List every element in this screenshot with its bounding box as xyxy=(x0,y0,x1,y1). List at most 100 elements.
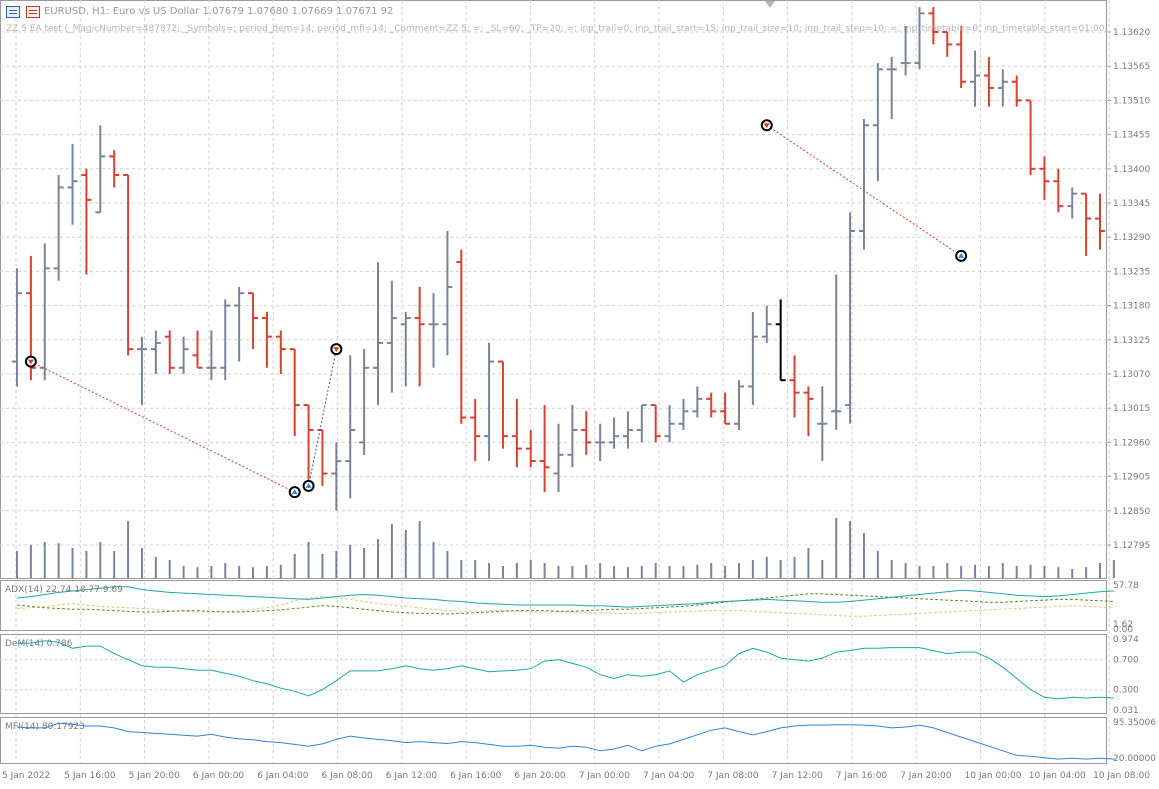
sell-arrow-icon[interactable] xyxy=(24,355,37,368)
symbol-info: EURUSD, H1: Euro vs US Dollar 1.07679 1.… xyxy=(44,6,394,17)
time-axis-label: 7 Jan 20:00 xyxy=(900,771,952,781)
price-axis-label: 1.12905 xyxy=(1113,473,1150,483)
sell-arrow-icon[interactable] xyxy=(760,119,773,132)
ohlc-bar xyxy=(720,392,731,425)
mfi-scale-bottom: 20.00000 xyxy=(1113,754,1156,764)
ohlc-bar xyxy=(373,262,383,406)
ohlc-bar xyxy=(220,299,231,381)
ohlc-bar xyxy=(761,305,772,343)
ohlc-bar xyxy=(248,292,259,350)
time-axis-label: 7 Jan 12:00 xyxy=(772,771,824,781)
price-axis-label: 1.13180 xyxy=(1113,302,1150,312)
ohlc-bar xyxy=(345,355,356,499)
time-axis-label: 6 Jan 16:00 xyxy=(450,771,502,781)
ohlc-bar xyxy=(53,175,64,281)
ohlc-bar xyxy=(789,355,800,418)
adx-scale-top: 57.78 xyxy=(1113,581,1139,591)
time-axis-label: 6 Jan 12:00 xyxy=(386,771,438,781)
ohlc-bar xyxy=(845,212,856,424)
adx-plus-di-line xyxy=(16,593,1114,615)
trade-link-line xyxy=(308,349,337,487)
ohlc-bar xyxy=(609,417,620,449)
bars-icon[interactable] xyxy=(6,6,20,18)
demarker-scale-label: 0.300 xyxy=(1113,686,1139,696)
mfi-indicator-label: MFI(14) 80.17923 xyxy=(5,722,85,732)
ohlc-bar xyxy=(317,428,328,486)
ohlc-bar xyxy=(428,293,439,368)
chart-shift-marker-icon[interactable] xyxy=(765,1,775,8)
panel-frame xyxy=(0,0,1107,579)
ohlc-bar xyxy=(331,442,342,511)
ohlc-bar xyxy=(95,125,106,214)
sell-arrow-icon[interactable] xyxy=(330,343,343,356)
demarker-scale-label: 0.974 xyxy=(1113,635,1139,645)
price-axis-label: 1.13400 xyxy=(1113,165,1150,175)
time-axis-label: 6 Jan 08:00 xyxy=(322,771,374,781)
ohlc-bar xyxy=(400,311,411,387)
price-axis-label: 1.13620 xyxy=(1113,28,1150,38)
price-axis-label: 1.13290 xyxy=(1113,233,1150,243)
ohlc-bar xyxy=(206,330,217,381)
buy-arrow-icon[interactable] xyxy=(302,479,315,492)
adx-scale-bottom: 0.00 xyxy=(1113,625,1133,635)
ohlc-bar xyxy=(164,330,175,374)
ohlc-bar xyxy=(872,63,883,182)
ohlc-bar xyxy=(747,311,758,406)
ohlc-bar xyxy=(858,119,869,250)
expert-advisor-params: ZZ 5 EA test (_MagicNumber=487872; _Symb… xyxy=(6,24,1111,34)
price-axis-label: 1.13070 xyxy=(1113,370,1150,380)
time-axis-label: 7 Jan 08:00 xyxy=(707,771,759,781)
ohlc-bar xyxy=(1039,156,1050,200)
price-axis-label: 1.13510 xyxy=(1113,96,1150,106)
ohlc-bar xyxy=(539,405,550,493)
ohlc-bar xyxy=(595,423,606,462)
ohlc-bar xyxy=(942,31,953,57)
ohlc-bar xyxy=(12,268,22,387)
ohlc-bar xyxy=(275,330,286,374)
ohlc-bar xyxy=(928,7,939,45)
adx-indicator-label: ADX(14) 22.74 18.77 9.69 xyxy=(5,585,123,595)
time-axis-label: 6 Jan 00:00 xyxy=(193,771,245,781)
demarker-scale-label: 0.031 xyxy=(1113,706,1139,716)
price-axis-label: 1.12960 xyxy=(1113,438,1150,448)
time-axis-label: 7 Jan 00:00 xyxy=(579,771,631,781)
ohlc-bar xyxy=(622,411,633,449)
ohlc-bar xyxy=(1095,193,1105,250)
adx-minus-di-line xyxy=(16,596,1114,617)
ohlc-bar xyxy=(1053,168,1064,213)
time-axis-label: 10 Jan 08:00 xyxy=(1093,771,1150,781)
time-axis-label: 10 Jan 00:00 xyxy=(965,771,1022,781)
ohlc-bar xyxy=(414,286,425,387)
ohlc-bar xyxy=(1067,187,1078,219)
ohlc-bar xyxy=(970,50,981,107)
ohlc-bar xyxy=(442,230,453,356)
panel-frame xyxy=(0,580,1107,631)
price-axis-label: 1.12795 xyxy=(1113,541,1150,551)
ohlc-bar xyxy=(831,274,842,430)
ohlc-bar xyxy=(886,56,897,120)
ohlc-bar xyxy=(39,243,50,381)
buy-arrow-icon[interactable] xyxy=(955,249,968,262)
ohlc-bar xyxy=(914,7,925,70)
time-axis-label: 7 Jan 16:00 xyxy=(836,771,888,781)
ohlc-bar xyxy=(1081,192,1092,256)
buy-arrow-icon[interactable] xyxy=(288,486,301,499)
time-axis-label: 7 Jan 04:00 xyxy=(643,771,695,781)
mfi-line xyxy=(16,722,1114,760)
ohlc-bar xyxy=(1011,75,1022,107)
ohlc-bar xyxy=(67,143,78,225)
ohlc-bar xyxy=(1025,99,1036,176)
ohlc-bar xyxy=(664,405,675,443)
ohlc-bar xyxy=(109,150,120,188)
ohlc-bar xyxy=(983,56,994,107)
ohlc-bar xyxy=(817,386,828,462)
ohlc-bar xyxy=(136,336,147,406)
price-axis-label: 1.13455 xyxy=(1113,131,1150,141)
ohlc-bar xyxy=(178,336,189,374)
chart-type-icon[interactable] xyxy=(26,6,40,18)
ohlc-bar xyxy=(303,404,314,480)
ohlc-bar xyxy=(525,429,536,468)
ohlc-bar xyxy=(553,423,564,493)
